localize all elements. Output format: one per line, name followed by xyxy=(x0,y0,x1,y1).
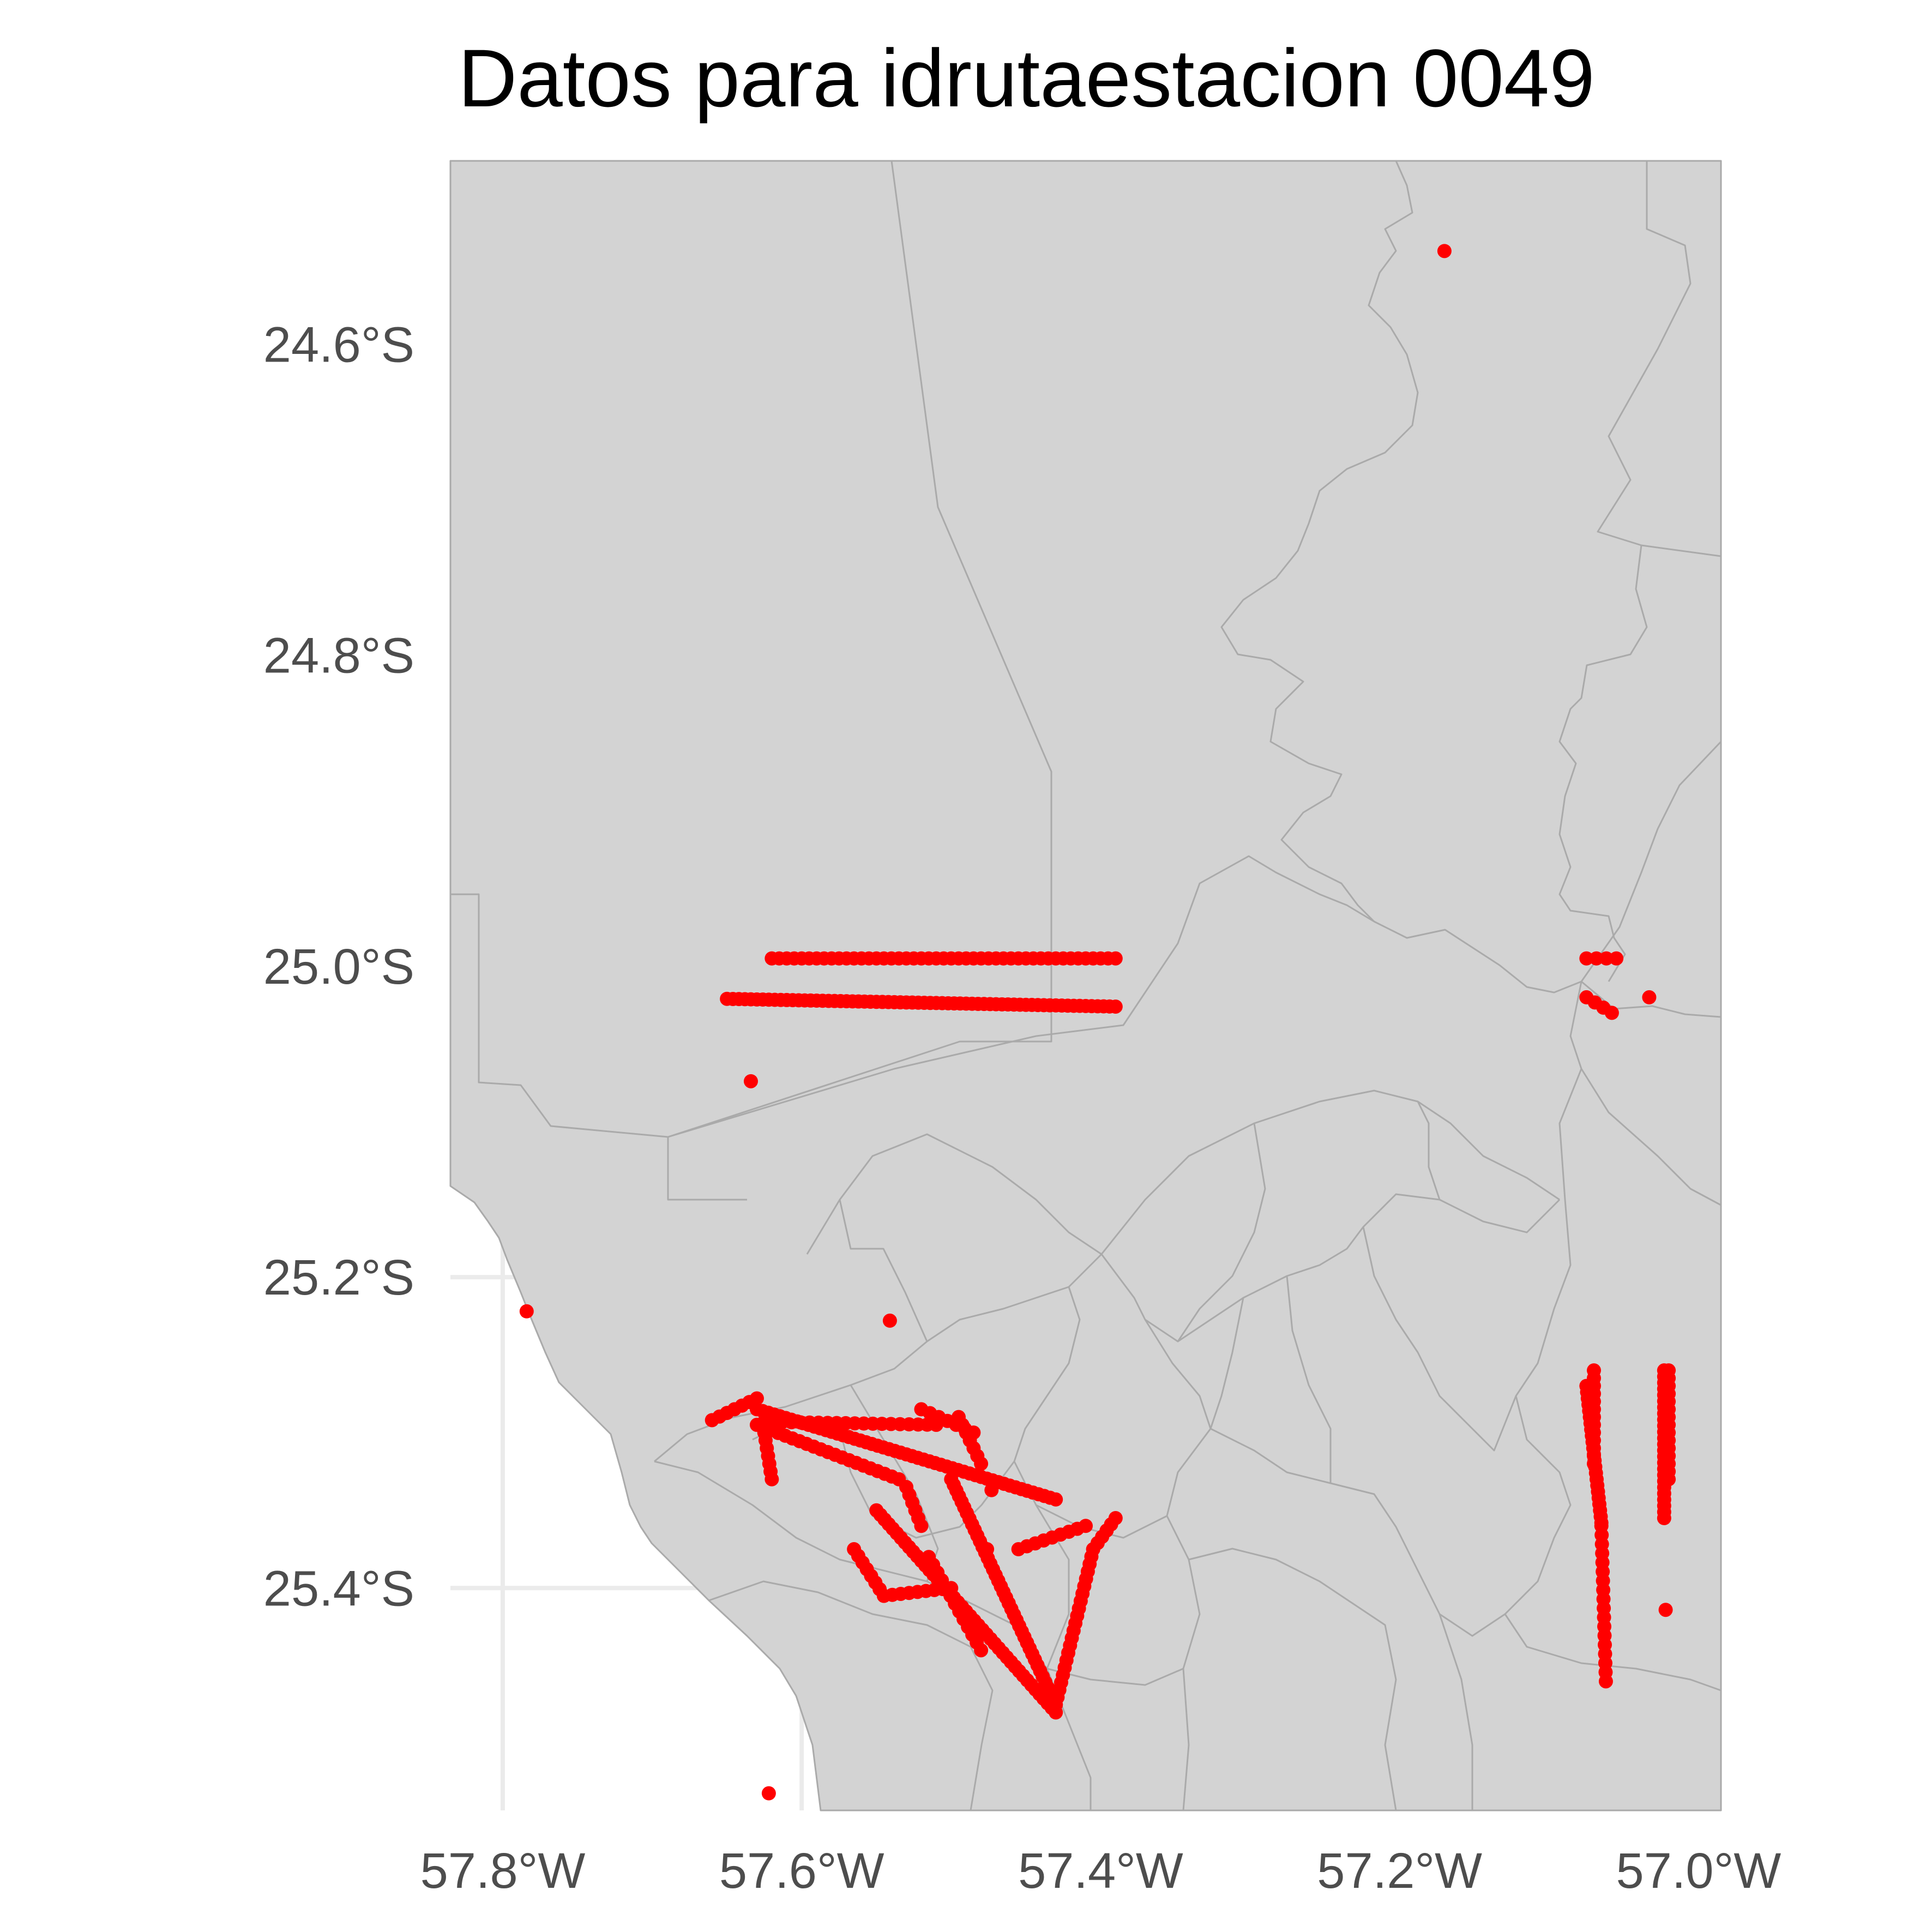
station-point xyxy=(1658,1603,1673,1617)
station-point xyxy=(974,1643,989,1658)
y-axis-labels: 24.6°S 24.8°S 25.0°S 25.2°S 25.4°S xyxy=(263,317,414,1616)
boundary-line xyxy=(1597,161,1722,557)
station-point xyxy=(914,1519,929,1533)
station-point xyxy=(1108,1510,1123,1525)
x-tick-label: 57.2°W xyxy=(1317,1843,1482,1899)
boundary-line xyxy=(1177,1123,1266,1342)
map-panel xyxy=(449,160,1722,1811)
station-point xyxy=(1587,1456,1601,1471)
x-tick-label: 57.0°W xyxy=(1616,1843,1781,1899)
y-tick-label: 24.6°S xyxy=(263,317,414,372)
land-area xyxy=(449,160,1722,1811)
boundary-line xyxy=(1417,1101,1441,1200)
boundary-line xyxy=(450,893,747,1201)
boundary-line xyxy=(1188,1548,1397,1811)
boundary-line xyxy=(1013,1286,1081,1669)
station-point xyxy=(1609,951,1624,966)
station-point xyxy=(519,1304,534,1319)
station-point xyxy=(1079,1519,1093,1533)
y-tick-label: 25.2°S xyxy=(263,1250,414,1305)
station-point xyxy=(882,1313,897,1328)
station-point xyxy=(761,1786,776,1801)
river-meander xyxy=(1220,160,1419,923)
station-point xyxy=(1604,1006,1619,1020)
y-tick-label: 24.8°S xyxy=(263,628,414,684)
station-point xyxy=(1599,951,1614,966)
y-tick-label: 25.0°S xyxy=(263,939,414,995)
boundary-line xyxy=(1504,1068,1722,1692)
station-point xyxy=(1108,951,1123,966)
map-title: Datos para idrutaestacion 0049 xyxy=(458,32,1595,124)
x-tick-label: 57.8°W xyxy=(420,1843,586,1899)
station-point xyxy=(749,1391,764,1406)
station-point xyxy=(1598,1674,1613,1689)
boundary-line xyxy=(708,1580,994,1811)
station-point xyxy=(1662,1472,1676,1486)
boundary-line xyxy=(1286,1275,1332,1483)
boundary-line xyxy=(1569,741,1722,1206)
station-point xyxy=(1049,1492,1063,1507)
station-point xyxy=(1657,1510,1671,1525)
x-tick-label: 57.4°W xyxy=(1018,1843,1183,1899)
station-point xyxy=(765,1472,779,1486)
land-polygons xyxy=(449,160,1722,1811)
station-point xyxy=(1108,999,1123,1014)
x-tick-label: 57.6°W xyxy=(719,1843,884,1899)
station-point xyxy=(1642,990,1657,1004)
station-point xyxy=(743,1074,758,1088)
boundary-line xyxy=(806,1133,1561,1343)
boundary-line xyxy=(1439,1614,1473,1810)
station-points xyxy=(519,244,1676,1801)
x-axis-labels: 57.8°W 57.6°W 57.4°W 57.2°W 57.0°W xyxy=(420,1843,1781,1899)
station-point xyxy=(1579,951,1594,966)
river-meander xyxy=(1558,545,1648,982)
station-point xyxy=(974,1456,989,1471)
y-tick-label: 25.4°S xyxy=(263,1561,414,1616)
boundary-line xyxy=(667,160,1052,1138)
boundary-line xyxy=(1362,1226,1517,1452)
station-point xyxy=(1437,244,1452,258)
station-point xyxy=(1589,951,1604,966)
boundary-line xyxy=(926,1253,1103,1343)
boundary-line xyxy=(1100,1090,1560,1255)
